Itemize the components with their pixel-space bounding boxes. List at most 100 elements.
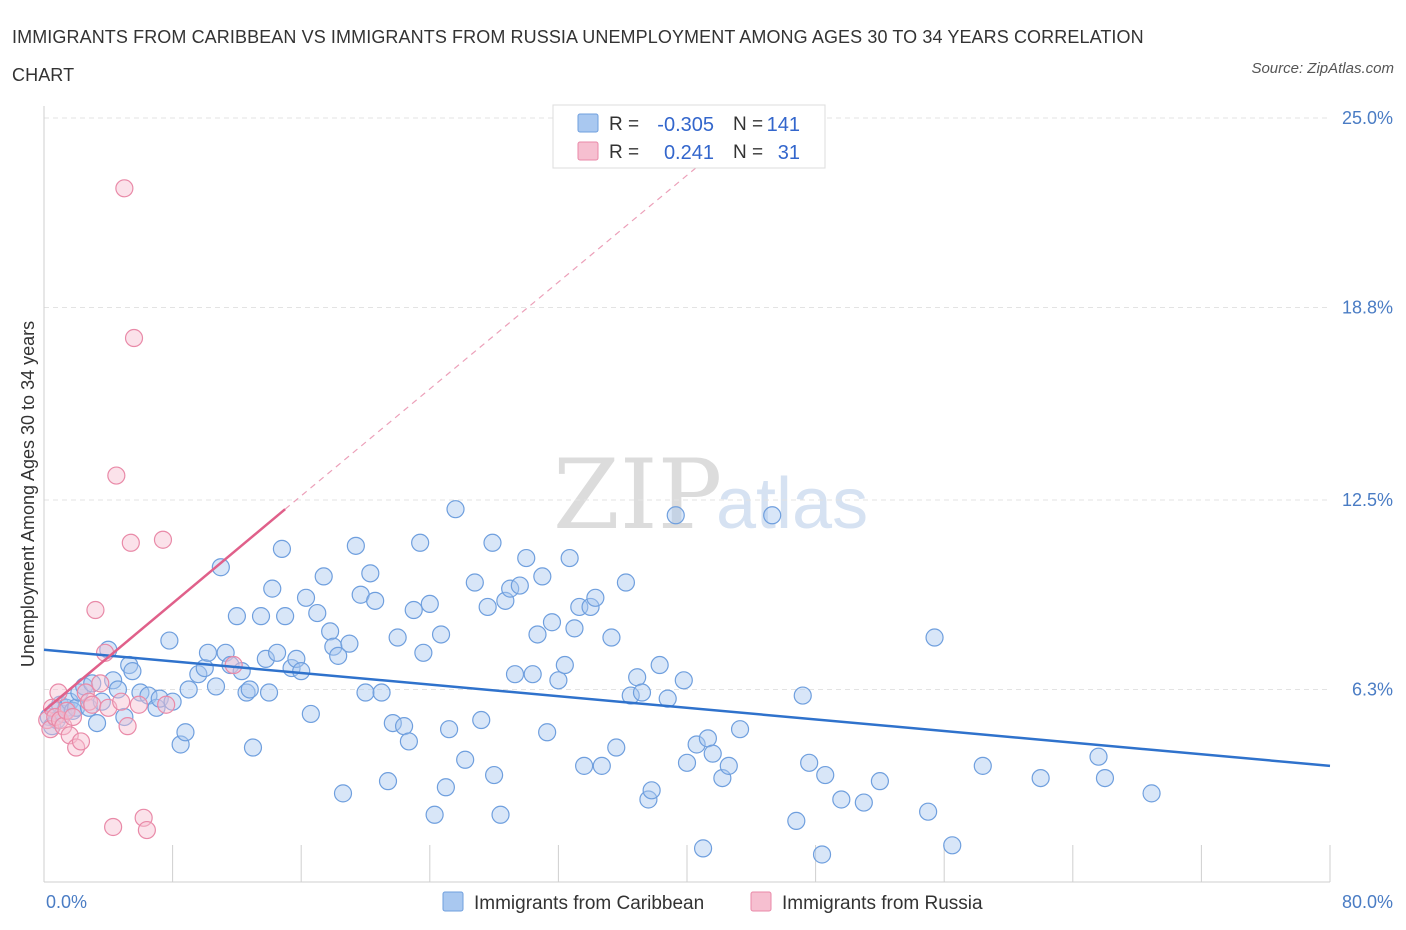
caribbean-point <box>528 625 547 644</box>
caribbean-point <box>505 665 525 684</box>
caribbean-point <box>404 600 423 620</box>
caribbean-point <box>456 750 475 769</box>
caribbean-point <box>763 506 782 525</box>
caribbean-point <box>383 713 402 733</box>
y-tick-label: 25.0% <box>1342 108 1393 128</box>
caribbean-point <box>925 628 944 647</box>
caribbean-point <box>616 573 636 592</box>
russia-point <box>107 466 126 485</box>
caribbean-point <box>560 548 579 568</box>
caribbean-point <box>533 567 552 586</box>
caribbean-point <box>372 683 391 702</box>
russia-point <box>153 530 173 549</box>
bottom-legend-swatch-russia <box>750 891 772 912</box>
y-tick-label: 6.3% <box>1352 679 1393 699</box>
caribbean-point <box>832 790 851 809</box>
caribbean-point <box>1089 747 1108 766</box>
legend-r-value-russia: 0.241 <box>664 142 714 164</box>
caribbean-point <box>555 655 574 675</box>
caribbean-point <box>333 784 353 803</box>
caribbean-point <box>973 756 992 775</box>
caribbean-point <box>237 683 256 702</box>
source-credit: Source: ZipAtlas.com <box>1251 60 1394 77</box>
russia-point <box>121 533 140 552</box>
trend-line-russia <box>43 508 286 712</box>
chart-title: IMMIGRANTS FROM CARIBBEAN VS IMMIGRANTS … <box>12 27 1144 85</box>
caribbean-point <box>666 506 685 525</box>
russia-point <box>137 820 156 840</box>
russia-point <box>112 692 131 711</box>
russia-point <box>83 695 102 714</box>
legend-n-label-russia: N = <box>733 142 763 163</box>
caribbean-point <box>793 686 812 705</box>
legend-n-value-russia: 31 <box>778 142 800 164</box>
caribbean-point <box>176 723 195 742</box>
caribbean-point <box>787 811 806 830</box>
russia-point <box>79 692 99 711</box>
caribbean-point <box>812 845 832 864</box>
watermark-atlas: atlas <box>716 464 868 544</box>
russia-point <box>91 674 110 693</box>
russia-point <box>124 328 144 348</box>
caribbean-point <box>800 753 819 772</box>
caribbean-point <box>919 802 938 821</box>
caribbean-point <box>267 643 287 662</box>
bottom-legend: Immigrants from Caribbean Immigrants fro… <box>442 891 983 914</box>
stats-legend: R = -0.305 N = 141 R = 0.241 N = 31 <box>552 104 826 169</box>
x-tick-label-min: 0.0% <box>46 892 87 912</box>
caribbean-point <box>1142 784 1161 803</box>
y-tick-label: 12.5% <box>1342 490 1393 510</box>
caribbean-point <box>272 539 292 558</box>
y-tick-labels: 6.3% 12.5% 18.8% 25.0% <box>1342 108 1393 699</box>
caribbean-point <box>301 704 320 724</box>
x-axis-ticks <box>43 845 1331 882</box>
caribbean-point <box>478 597 497 617</box>
caribbean-point <box>425 805 444 824</box>
caribbean-point <box>420 594 439 614</box>
caribbean-point <box>276 607 295 626</box>
watermark: ZIP atlas <box>553 439 868 551</box>
caribbean-point <box>123 662 142 681</box>
legend-r-label-caribbean: R = <box>609 114 639 135</box>
caribbean-point <box>263 579 282 598</box>
legend-r-value-caribbean: -0.305 <box>657 114 714 136</box>
caribbean-point <box>592 756 611 775</box>
caribbean-point <box>411 533 430 552</box>
caribbean-point <box>943 836 962 855</box>
caribbean-point <box>642 781 661 800</box>
legend-n-value-caribbean: 141 <box>767 114 800 136</box>
russia-point <box>54 717 73 736</box>
caribbean-point <box>439 720 459 739</box>
caribbean-point <box>517 548 536 568</box>
bottom-legend-label-caribbean: Immigrants from Caribbean <box>474 893 704 914</box>
russia-point <box>118 717 137 736</box>
gridlines <box>44 117 1330 690</box>
caribbean-point <box>70 683 89 702</box>
russia-point <box>86 600 105 620</box>
caribbean-point <box>321 622 340 641</box>
caribbean-point <box>523 665 542 684</box>
caribbean-point <box>650 655 669 675</box>
series-russia-points <box>38 179 243 840</box>
caribbean-point <box>483 533 502 552</box>
caribbean-point <box>472 710 491 730</box>
caribbean-point <box>693 839 713 858</box>
series-caribbean-points <box>39 500 1161 864</box>
caribbean-point <box>485 765 504 785</box>
caribbean-point <box>240 680 259 699</box>
caribbean-point <box>870 772 890 791</box>
caribbean-point <box>394 717 414 736</box>
legend-swatch-caribbean <box>577 113 599 133</box>
caribbean-point <box>703 744 722 763</box>
caribbean-point <box>581 597 600 617</box>
caribbean-point <box>538 723 557 742</box>
russia-point <box>63 707 83 727</box>
caribbean-point <box>565 619 584 638</box>
caribbean-point <box>314 567 333 586</box>
legend-n-label-caribbean: N = <box>733 114 763 135</box>
caribbean-point <box>340 634 359 653</box>
caribbean-point <box>632 683 652 702</box>
caribbean-point <box>256 649 275 669</box>
caribbean-point <box>366 591 385 610</box>
